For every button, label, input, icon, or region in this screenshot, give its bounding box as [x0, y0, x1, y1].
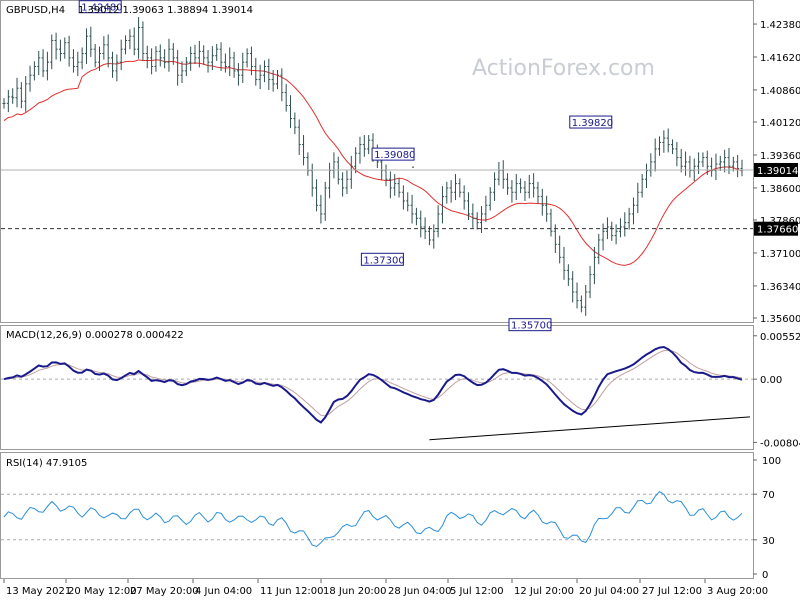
price-y-tick-label: 1.38600	[760, 184, 800, 195]
price-annotations: 1.42480 1.39080 1.37300 1.39820 1.35700	[78, 0, 613, 332]
macd-y-tick-label: -0.00804	[760, 438, 800, 449]
price-annotation-box	[508, 318, 552, 332]
rsi-y-tick-label: 70	[762, 490, 775, 501]
x-tick-label: 20 May 12:00	[68, 586, 137, 597]
macd-title: MACD(12,26,9) 0.000278 0.000422	[6, 330, 184, 341]
x-tick-label: 28 Jun 04:00	[388, 586, 452, 597]
macd-lines	[1, 345, 753, 441]
macd-y-axis: 0.00552 0.00 -0.00804	[753, 332, 800, 449]
price-levels	[1, 169, 753, 230]
macd-y-tick-label: 0.00552	[760, 332, 800, 343]
x-tick-label: 18 Jun 20:00	[323, 586, 387, 597]
level-price-tag-bg	[754, 221, 798, 236]
price-annotation-label: 1.42480	[81, 3, 122, 14]
x-tick-label: 3 Aug 20:00	[707, 586, 768, 597]
x-tick-label: 27 Jul 12:00	[642, 586, 702, 597]
x-tick-label: 5 Jul 12:00	[450, 586, 504, 597]
price-annotation-label: 1.39820	[572, 118, 613, 129]
rsi-y-tick-label: 100	[762, 456, 781, 467]
x-tick-label: 12 Jul 20:00	[514, 586, 574, 597]
rsi-title: RSI(14) 47.9105	[6, 458, 87, 469]
price-y-tick-label: 1.39360	[760, 151, 800, 162]
x-tick-label: 20 Jul 04:00	[579, 586, 639, 597]
price-candles	[2, 17, 744, 316]
price-ohlc-readout: 1.39012 1.39063 1.38894 1.39014	[78, 5, 253, 16]
current-price-tag-bg	[754, 162, 798, 177]
price-chart-title: GBPUSD,H4	[6, 5, 65, 16]
macd-y-tick-label: 0.00	[760, 375, 782, 386]
price-y-tick-label: 1.36340	[760, 282, 800, 293]
price-y-tick-label: 1.42380	[760, 20, 800, 31]
rsi-y-tick-label: 30	[762, 536, 775, 547]
price-annotation-box	[569, 115, 613, 129]
price-y-tick-label: 1.37860	[760, 216, 800, 227]
x-tick-label: 4 Jun 04:00	[195, 586, 252, 597]
rsi-lines	[1, 490, 753, 548]
price-annotation-box	[78, 0, 122, 14]
price-annotation-box	[371, 147, 415, 161]
macd-trendline	[429, 416, 751, 441]
price-y-tick-label: 1.35600	[760, 314, 800, 325]
x-tick-label: 13 May 2021	[6, 586, 71, 597]
rsi-line	[3, 490, 743, 548]
watermark: ActionForex.com	[472, 56, 655, 81]
macd-main-line	[3, 345, 743, 424]
price-y-tick-label: 1.40120	[760, 118, 800, 129]
level-price-tag: 1.37660	[757, 225, 798, 236]
macd-panel-frame	[0, 325, 754, 450]
x-tick-label: 27 May 20:00	[130, 586, 199, 597]
price-y-axis: 1.42380 1.41620 1.40860 1.40120 1.39360 1.386…	[753, 20, 800, 325]
price-ma-line	[3, 59, 743, 266]
moving-average-line	[3, 59, 743, 266]
rsi-panel-frame	[0, 452, 754, 579]
price-panel-frame	[0, 0, 754, 323]
price-y-tick-label: 1.41620	[760, 53, 800, 64]
rsi-y-axis: 100 70 30 0	[753, 456, 781, 581]
current-price-tag: 1.39014	[757, 166, 798, 177]
x-tick-label: 11 Jun 12:00	[260, 586, 324, 597]
macd-signal-line	[3, 349, 743, 417]
price-annotation-label: 1.37300	[363, 255, 404, 266]
price-annotation-label: 1.39080	[374, 150, 415, 161]
price-y-tick-label: 1.40860	[760, 86, 800, 97]
price-annotation-box	[360, 252, 404, 266]
price-y-tick-label: 1.37100	[760, 249, 800, 260]
price-annotation-label: 1.35700	[511, 321, 552, 332]
rsi-y-tick-label: 0	[762, 570, 768, 581]
